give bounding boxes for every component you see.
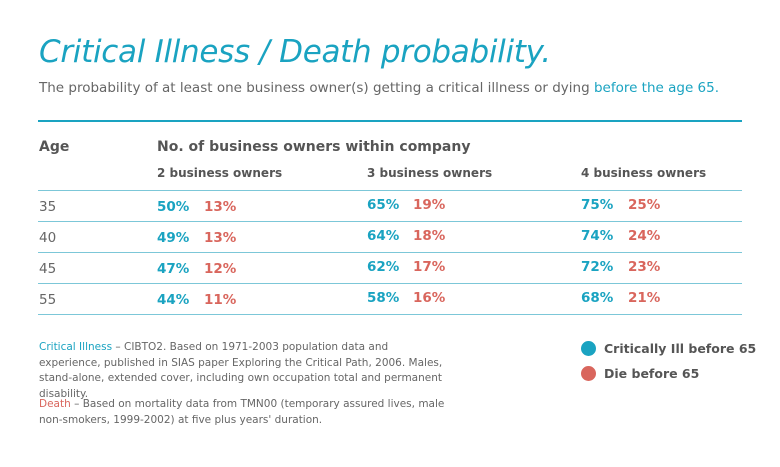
die-value: 23% [628,259,661,275]
subtitle-highlight: before the age 65. [593,80,720,96]
ill-value: 75% [581,197,614,213]
legend-dot-icon [581,366,596,381]
page-title: Critical Illness / Death probability. [39,34,551,70]
row-age: 40 [39,230,57,246]
row-divider [38,283,742,284]
row-age: 45 [39,261,57,277]
page-subtitle: The probability of at least one business… [39,80,719,96]
illness-footnote: Critical Illness – CIBTO2. Based on 1971… [39,340,449,402]
illness-footnote-text: – CIBTO2. Based on 1971-2003 population … [39,341,443,400]
ill-value: 74% [581,228,614,244]
die-value: 18% [413,228,446,244]
row-age: 55 [39,292,57,308]
ill-value: 47% [157,261,190,277]
ill-value: 44% [157,292,190,308]
legend-item-die: Die before 65 [581,366,699,381]
column-header-4-owners: 4 business owners [581,166,707,180]
die-value: 13% [204,199,237,215]
legend-dot-icon [581,341,596,356]
die-value: 24% [628,228,661,244]
death-footnote-text: – Based on mortality data from TMN00 (te… [39,398,445,426]
die-value: 21% [628,290,661,306]
ill-value: 72% [581,259,614,275]
row-divider [38,190,742,191]
legend-label: Die before 65 [604,366,700,381]
die-value: 25% [628,197,661,213]
legend-item-critically-ill: Critically Ill before 65 [581,341,756,356]
ill-value: 50% [157,199,190,215]
die-value: 13% [204,230,237,246]
legend-label: Critically Ill before 65 [604,341,757,356]
die-value: 17% [413,259,446,275]
ill-value: 58% [367,290,400,306]
die-value: 12% [204,261,237,277]
die-value: 16% [413,290,446,306]
ill-value: 64% [367,228,400,244]
row-divider [38,221,742,222]
group-column-header: No. of business owners within company [157,139,471,155]
row-divider [38,252,742,253]
column-header-3-owners: 3 business owners [367,166,493,180]
column-header-2-owners: 2 business owners [157,166,283,180]
illness-footnote-label: Critical Illness [39,341,113,353]
ill-value: 68% [581,290,614,306]
death-footnote-label: Death [39,398,71,410]
row-age: 35 [39,199,57,215]
ill-value: 49% [157,230,190,246]
table-top-rule [38,120,742,122]
row-divider [38,314,742,315]
death-footnote: Death – Based on mortality data from TMN… [39,397,449,428]
age-column-header: Age [39,139,70,155]
subtitle-text: The probability of at least one business… [39,80,594,96]
die-value: 11% [204,292,237,308]
ill-value: 62% [367,259,400,275]
ill-value: 65% [367,197,400,213]
die-value: 19% [413,197,446,213]
